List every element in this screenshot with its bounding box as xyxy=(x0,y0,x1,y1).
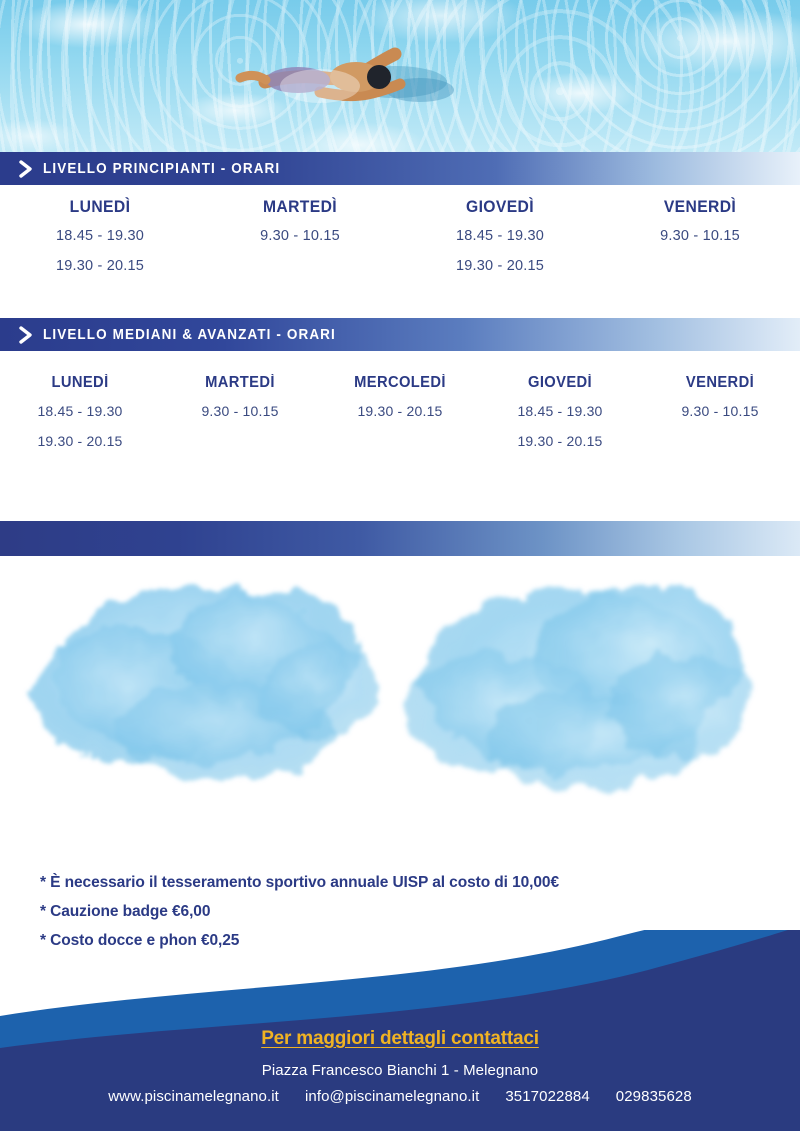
time-slot: 18.45 - 19.30 xyxy=(455,228,545,244)
pool-water-background xyxy=(0,0,800,152)
footer-wave-graphic xyxy=(0,930,800,1131)
note-item: * Cauzione badge €6,00 xyxy=(40,903,211,920)
schedule-column: MERCOLEDÌ 19.30 - 20.15 xyxy=(320,374,480,463)
hero-pool-photo xyxy=(0,0,800,152)
schedule-column: VENERDÌ 9.30 - 10.15 xyxy=(640,374,800,463)
footer-website[interactable]: www.piscinamelegnano.it xyxy=(108,1088,279,1105)
schedule-column: LUNEDÌ 18.45 - 19.30 19.30 - 20.15 xyxy=(0,374,160,463)
section-header-title: LIVELLO PRINCIPIANTI - ORARI xyxy=(43,160,281,177)
footer-email[interactable]: info@piscinamelegnano.it xyxy=(304,1088,480,1105)
day-header: VENERDÌ xyxy=(685,374,755,391)
time-slot: 19.30 - 20.15 xyxy=(37,433,123,449)
time-slot: 19.30 - 20.15 xyxy=(455,258,545,274)
time-slot: 9.30 - 10.15 xyxy=(260,228,340,244)
day-header: MARTEDÌ xyxy=(262,198,338,216)
schedule-column: GIOVEDÌ 18.45 - 19.30 19.30 - 20.15 xyxy=(400,198,600,288)
schedule-table-mediani-avanzati: LUNEDÌ 18.45 - 19.30 19.30 - 20.15 MARTE… xyxy=(0,374,800,463)
day-header: VENERDÌ xyxy=(663,198,737,216)
schedule-column: VENERDÌ 9.30 - 10.15 xyxy=(600,198,800,288)
section-header-principianti: LIVELLO PRINCIPIANTI - ORARI xyxy=(0,152,800,185)
note-item: * È necessario il tesseramento sportivo … xyxy=(40,874,560,891)
footer-heading: Per maggiori dettagli contattaci xyxy=(261,1028,539,1049)
section-header-title: LIVELLO MEDIANI & AVANZATI - ORARI xyxy=(43,326,336,343)
schedule-column: GIOVEDÌ 18.45 - 19.30 19.30 - 20.15 xyxy=(480,374,640,463)
note-item: * Costo docce e phon €0,25 xyxy=(40,932,240,949)
schedule-column: MARTEDÌ 9.30 - 10.15 xyxy=(200,198,400,288)
wave-navy-band xyxy=(0,930,800,1131)
schedule-column: LUNEDÌ 18.45 - 19.30 19.30 - 20.15 xyxy=(0,198,200,288)
time-slot: 18.45 - 19.30 xyxy=(55,228,145,244)
footer-mobile[interactable]: 3517022884 xyxy=(505,1088,590,1105)
time-slot: 19.30 - 20.15 xyxy=(55,258,145,274)
divider-band xyxy=(0,521,800,556)
day-header: MARTEDÌ xyxy=(205,374,275,391)
section-header-mediani-avanzati: LIVELLO MEDIANI & AVANZATI - ORARI xyxy=(0,318,800,351)
footer-links-row: www.piscinamelegnano.it info@piscinamele… xyxy=(0,1088,800,1105)
time-slot: 9.30 - 10.15 xyxy=(681,403,759,419)
day-header: GIOVEDÌ xyxy=(527,374,593,391)
time-slot: 9.30 - 10.15 xyxy=(201,403,279,419)
notes-list: * È necessario il tesseramento sportivo … xyxy=(40,874,750,961)
schedule-column: MARTEDÌ 9.30 - 10.15 xyxy=(160,374,320,463)
chevron-right-icon xyxy=(19,325,32,344)
day-header: LUNEDÌ xyxy=(69,198,131,216)
watercolor-cloud-graphic xyxy=(30,586,750,791)
day-header: MERCOLEDÌ xyxy=(354,374,446,391)
time-slot: 19.30 - 20.15 xyxy=(357,403,443,419)
time-slot: 18.45 - 19.30 xyxy=(517,403,603,419)
swimmer-icon xyxy=(235,47,454,103)
footer-phone[interactable]: 029835628 xyxy=(615,1088,692,1105)
day-header: LUNEDÌ xyxy=(51,374,109,391)
time-slot: 18.45 - 19.30 xyxy=(37,403,123,419)
time-slot: 19.30 - 20.15 xyxy=(517,433,603,449)
water-caustics-overlay xyxy=(0,0,800,152)
footer-contact: Per maggiori dettagli contattaci Piazza … xyxy=(0,1028,800,1105)
day-header: GIOVEDÌ xyxy=(465,198,534,216)
footer-address: Piazza Francesco Bianchi 1 - Melegnano xyxy=(261,1062,539,1079)
time-slot: 9.30 - 10.15 xyxy=(660,228,740,244)
schedule-table-principianti: LUNEDÌ 18.45 - 19.30 19.30 - 20.15 MARTE… xyxy=(0,198,800,288)
chevron-right-icon xyxy=(19,159,32,178)
